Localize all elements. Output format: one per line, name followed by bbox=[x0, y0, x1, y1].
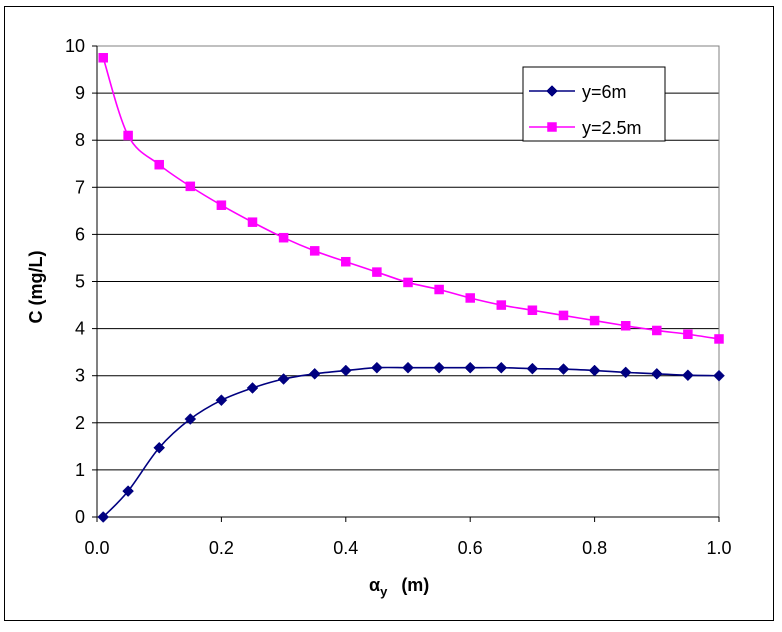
legend-item-y2-5m-marker bbox=[547, 122, 557, 132]
y-tick-label: 4 bbox=[75, 319, 85, 339]
series-y2-5m-point bbox=[154, 159, 164, 170]
series-y6m-point bbox=[495, 361, 508, 374]
axes bbox=[92, 45, 720, 522]
series-y2-5m-point bbox=[185, 181, 196, 192]
series-y6m-point bbox=[153, 441, 166, 454]
series-y2-5m-point bbox=[589, 315, 600, 326]
series-y2-5m-point bbox=[683, 329, 693, 340]
y-tick-label: 8 bbox=[75, 130, 85, 150]
series-y6m-line bbox=[102, 366, 720, 518]
y-tick-label: 7 bbox=[75, 177, 85, 197]
series-y2-5m-point bbox=[403, 277, 413, 288]
legend: y=6m y=2.5m bbox=[522, 66, 666, 142]
series-y6m-point bbox=[650, 367, 663, 380]
series-y6m-point bbox=[308, 367, 321, 380]
y-tick-labels: 0 1 2 3 4 5 6 7 8 9 10 bbox=[65, 36, 85, 527]
series-y6m-point bbox=[122, 485, 134, 497]
series-y2-5m-point bbox=[527, 305, 538, 315]
y-tick-label: 10 bbox=[65, 36, 85, 56]
y-tick-label: 1 bbox=[75, 460, 85, 480]
series-y6m-point bbox=[339, 364, 352, 377]
series-y6m-point bbox=[682, 369, 694, 382]
series-y6m-point bbox=[526, 362, 539, 375]
series-y6m-point bbox=[588, 364, 601, 377]
series-y2-5m-point bbox=[247, 217, 258, 227]
x-axis-title-symbol: α bbox=[369, 575, 380, 595]
series-y6m-point bbox=[402, 361, 414, 374]
series-y2-5m-point bbox=[309, 246, 320, 256]
series-y6m-point bbox=[246, 382, 259, 394]
y-tick-label: 0 bbox=[75, 507, 85, 527]
series-y6m-point bbox=[619, 366, 632, 379]
series-y2-5m-point bbox=[714, 334, 724, 344]
series-y2-5m bbox=[98, 53, 724, 344]
series-y6m-point bbox=[433, 361, 445, 374]
y-tick-label: 6 bbox=[75, 224, 85, 244]
y-axis-title: C (mg/L) bbox=[26, 251, 46, 324]
series-y6m-point bbox=[557, 363, 570, 375]
y-tick-label: 2 bbox=[75, 413, 85, 433]
x-axis-title-unit: (m) bbox=[401, 575, 429, 595]
legend-item-y2-5m: y=2.5m bbox=[529, 118, 642, 138]
legend-box bbox=[522, 66, 666, 142]
series-y6m-point bbox=[277, 373, 290, 385]
x-tick-labels: 0.0 0.2 0.4 0.6 0.8 1.0 bbox=[84, 538, 731, 558]
legend-item-y6m: y=6m bbox=[529, 82, 627, 102]
series-y6m-point bbox=[184, 413, 197, 425]
series-y6m-point bbox=[97, 511, 110, 523]
x-tick-label: 0.6 bbox=[458, 538, 483, 558]
legend-item-y2-5m-label: y=2.5m bbox=[582, 118, 642, 138]
series-y2-5m-point bbox=[558, 310, 569, 321]
series-y2-5m-point bbox=[465, 293, 475, 303]
legend-item-y6m-label: y=6m bbox=[582, 82, 627, 102]
series-y2-5m-point bbox=[372, 267, 382, 277]
x-tick-label: 0.2 bbox=[209, 538, 234, 558]
y-tick-label: 5 bbox=[75, 272, 85, 292]
series-y6m-point bbox=[215, 394, 228, 407]
series-y2-5m-point bbox=[341, 256, 351, 267]
series-y6m-point bbox=[713, 369, 725, 382]
series-y2-5m-point bbox=[98, 53, 108, 63]
series-y6m-point bbox=[371, 361, 383, 374]
legend-item-y6m-marker bbox=[546, 85, 558, 97]
line-chart: 0 1 2 3 4 5 6 7 8 9 10 0.0 0.2 0.4 0.6 0.8 1.0 C (mg/L)… bbox=[26, 36, 732, 599]
series-y2-5m-point bbox=[216, 200, 227, 210]
x-axis-title: αy (m) bbox=[369, 575, 429, 599]
series-y2-5m-point bbox=[123, 130, 133, 141]
series bbox=[97, 53, 725, 523]
x-tick-label: 1.0 bbox=[706, 538, 731, 558]
chart-frame: 0 1 2 3 4 5 6 7 8 9 10 0.0 0.2 0.4 0.6 0.8 1.0 C (mg/L)… bbox=[4, 6, 774, 621]
series-y6m-point bbox=[464, 361, 477, 374]
x-tick-label: 0.8 bbox=[582, 538, 607, 558]
series-y2-5m-point bbox=[620, 321, 631, 331]
x-tick-label: 0.0 bbox=[84, 538, 109, 558]
series-y2-5m-point bbox=[434, 284, 444, 295]
x-tick-label: 0.4 bbox=[333, 538, 358, 558]
y-tick-label: 3 bbox=[75, 366, 85, 386]
y-tick-label: 9 bbox=[75, 83, 85, 103]
series-y6m bbox=[97, 361, 725, 523]
series-y2-5m-point bbox=[652, 325, 662, 336]
series-y2-5m-point bbox=[278, 232, 289, 243]
x-axis-title-subscript: y bbox=[380, 584, 388, 599]
series-y2-5m-point bbox=[496, 300, 507, 310]
